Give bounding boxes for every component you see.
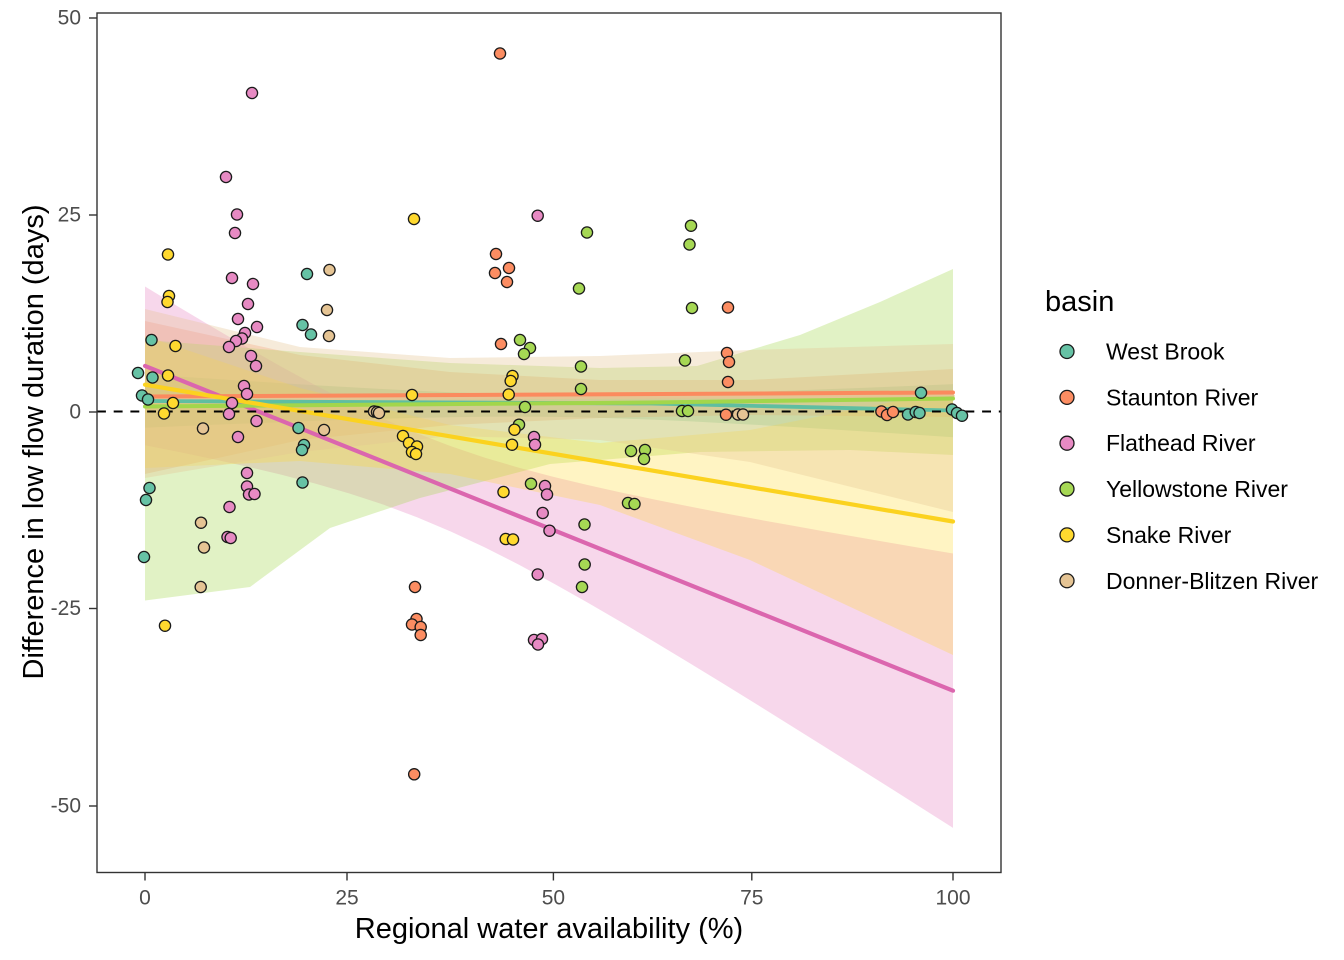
svg-text:Donner-Blitzen River: Donner-Blitzen River bbox=[1106, 568, 1319, 594]
svg-text:100: 100 bbox=[935, 887, 970, 910]
svg-text:Yellowstone River: Yellowstone River bbox=[1106, 476, 1288, 502]
svg-text:-25: -25 bbox=[51, 597, 81, 620]
svg-text:25: 25 bbox=[58, 204, 81, 227]
svg-text:Flathead River: Flathead River bbox=[1106, 430, 1256, 456]
svg-text:25: 25 bbox=[335, 887, 358, 910]
svg-text:0: 0 bbox=[139, 887, 151, 910]
svg-text:-50: -50 bbox=[51, 795, 81, 818]
svg-text:Snake River: Snake River bbox=[1106, 522, 1232, 548]
svg-text:50: 50 bbox=[542, 887, 565, 910]
svg-text:75: 75 bbox=[740, 887, 763, 910]
svg-text:0: 0 bbox=[69, 401, 81, 424]
svg-text:50: 50 bbox=[58, 7, 81, 30]
svg-text:basin: basin bbox=[1045, 286, 1114, 318]
svg-text:Staunton River: Staunton River bbox=[1106, 384, 1258, 410]
svg-text:Difference in low flow duratio: Difference in low flow duration (days) bbox=[18, 205, 50, 680]
svg-text:West Brook: West Brook bbox=[1106, 339, 1225, 365]
svg-text:Regional water availability (%: Regional water availability (%) bbox=[355, 913, 743, 945]
